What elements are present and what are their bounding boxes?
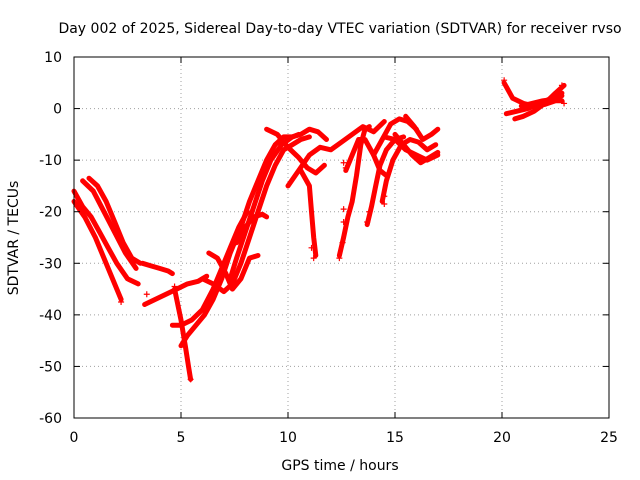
y-tick-label-3: -20 <box>39 205 62 221</box>
series-t1 <box>71 188 141 287</box>
y-tick-label-1: 0 <box>53 102 62 118</box>
series-t11 <box>199 134 312 295</box>
data-points <box>118 77 568 383</box>
series-t13 <box>227 126 329 282</box>
data-point-4 <box>339 239 346 246</box>
data-point-3 <box>336 255 343 262</box>
data-traces <box>71 80 567 382</box>
data-point-11 <box>381 200 388 207</box>
data-point-15 <box>561 100 568 107</box>
series-t5 <box>140 260 175 277</box>
series-t28 <box>518 93 565 109</box>
series-t12 <box>234 211 270 246</box>
chart-title: Day 002 of 2025, Sidereal Day-to-day VTE… <box>58 21 621 37</box>
y-tick-label-4: -30 <box>39 256 62 272</box>
series-t9 <box>172 286 194 382</box>
y-tick-label-0: 10 <box>44 50 62 66</box>
series-t3 <box>80 178 139 271</box>
series-t17 <box>336 124 372 258</box>
x-axis-ticks: 0 5 10 15 20 25 <box>70 57 618 446</box>
y-axis-ticks: 10 0 -10 -20 -30 -40 -50 -60 <box>39 50 609 427</box>
data-point-5 <box>340 219 347 226</box>
plot-frame <box>73 56 610 419</box>
data-point-2 <box>310 255 317 262</box>
data-point-0 <box>143 291 150 298</box>
data-point-18 <box>118 298 125 305</box>
series-t24 <box>381 134 441 163</box>
series-t27 <box>512 82 567 122</box>
y-axis-label: SDTVAR / TECUs <box>6 181 22 296</box>
data-point-12 <box>381 193 388 200</box>
y-tick-label-2: -10 <box>39 153 62 169</box>
y-tick-label-7: -60 <box>39 411 62 427</box>
x-tick-label-2: 10 <box>279 430 297 446</box>
grid-lines <box>74 57 609 418</box>
x-tick-label-4: 20 <box>493 430 511 446</box>
y-tick-label-5: -40 <box>39 308 62 324</box>
x-axis-label: GPS time / hours <box>281 458 398 474</box>
data-point-7 <box>340 159 347 166</box>
data-point-1 <box>308 244 315 251</box>
series-t21 <box>379 137 439 204</box>
data-point-6 <box>340 206 347 213</box>
series-t16 <box>298 168 319 258</box>
series-t2 <box>71 198 124 302</box>
series-t4 <box>86 175 143 266</box>
y-tick-label-6: -50 <box>39 359 62 375</box>
data-point-14 <box>558 82 565 89</box>
series-t10 <box>206 250 261 292</box>
series-t14 <box>264 126 327 176</box>
x-tick-label-1: 5 <box>177 430 186 446</box>
x-tick-label-5: 25 <box>600 430 618 446</box>
data-point-16 <box>187 376 194 383</box>
data-point-13 <box>501 77 508 84</box>
x-tick-label-3: 15 <box>386 430 404 446</box>
series-t22 <box>403 113 441 142</box>
data-point-10 <box>366 208 373 215</box>
data-point-17 <box>171 283 178 290</box>
x-tick-label-0: 0 <box>70 430 79 446</box>
data-point-9 <box>364 219 371 226</box>
data-point-8 <box>342 164 349 171</box>
